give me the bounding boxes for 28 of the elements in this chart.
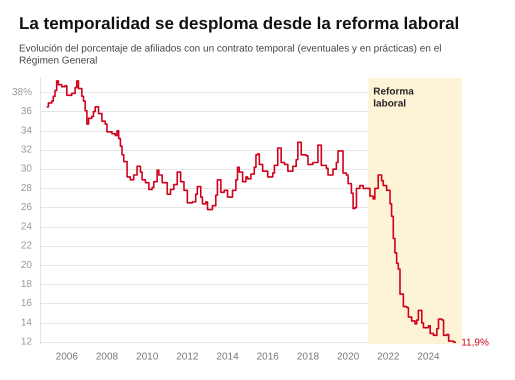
y-tick-label: 34 [20, 125, 32, 136]
x-tick-label: 2010 [136, 352, 159, 362]
x-tick-label: 2014 [216, 352, 240, 362]
x-tick-label: 2006 [56, 352, 78, 362]
chart-title: La temporalidad se desploma desde la reforma laboral [19, 14, 460, 33]
x-tick-label: 2020 [336, 352, 360, 362]
band-label: Reforma laboral [373, 86, 414, 110]
y-tick-label: 12 [20, 336, 32, 348]
annotation: 11,9% [461, 338, 489, 349]
x-tick-label: 2012 [176, 352, 199, 362]
chart-subtitle: Evolución del porcentaje de afiliados con un contrato temporal (eventuales y en prácticas) en el Régimen General [19, 44, 444, 66]
y-tick-label: 28 [20, 182, 32, 194]
y-tick-label: 20 [20, 260, 32, 271]
x-tick-label: 2008 [96, 352, 119, 362]
x-tick-label: 2022 [377, 352, 400, 362]
y-tick-label: 22 [20, 240, 32, 252]
y-tick-label: 24 [20, 221, 32, 232]
y-tick-label: 16 [20, 298, 32, 310]
y-tick-label: 38% [12, 86, 32, 98]
y-tick-label: 32 [20, 144, 32, 156]
y-tick-label: 36 [20, 106, 32, 118]
y-tick-label: 26 [20, 202, 32, 214]
x-tick-label: 2018 [296, 352, 320, 362]
y-tick-label: 14 [20, 317, 32, 328]
x-tick-label: 2024 [417, 352, 440, 362]
y-tick-label: 30 [20, 164, 32, 175]
x-tick-label: 2016 [256, 352, 280, 362]
y-tick-label: 18 [20, 278, 32, 290]
